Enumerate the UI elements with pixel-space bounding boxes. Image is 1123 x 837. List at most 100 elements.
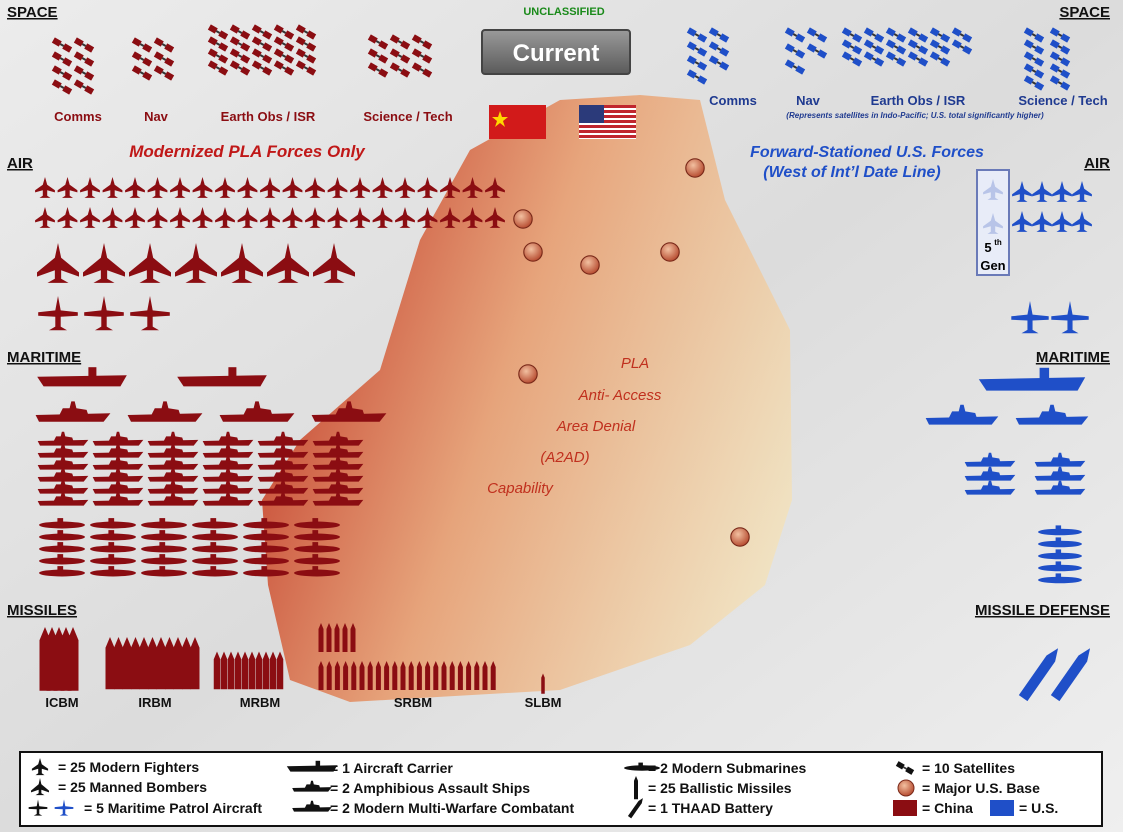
part [90, 521, 136, 529]
part [192, 207, 213, 228]
part [389, 62, 400, 72]
part [378, 54, 389, 64]
part [312, 463, 364, 470]
part [129, 243, 171, 283]
part [139, 71, 145, 75]
ship-icon [202, 491, 254, 506]
part [1055, 573, 1062, 578]
part [1055, 549, 1062, 554]
part [1012, 211, 1032, 232]
ship-icon [37, 467, 89, 482]
sat-icon [784, 43, 806, 59]
carrier-icon [978, 367, 1086, 391]
fighter-icon [237, 177, 258, 198]
part [1034, 33, 1045, 43]
part [153, 51, 164, 61]
sat-icon [863, 39, 885, 55]
part [237, 177, 258, 198]
fighter-icon [260, 177, 280, 198]
part [92, 451, 144, 458]
part [806, 43, 828, 59]
part [257, 439, 309, 446]
missile-icon [255, 651, 263, 690]
part [102, 177, 123, 198]
part [304, 780, 321, 788]
part [57, 554, 64, 559]
ship-icon [202, 467, 254, 482]
ship-icon [202, 455, 254, 470]
missile-icon [139, 637, 149, 690]
sat-icon [367, 34, 389, 50]
sat-icon [51, 37, 73, 53]
part [929, 39, 940, 49]
ship-icon [92, 431, 144, 446]
part [303, 42, 309, 46]
fighter-icon [102, 177, 123, 198]
part [294, 533, 340, 541]
base-icon [580, 255, 600, 275]
part [1039, 367, 1050, 380]
part [284, 30, 295, 40]
section-heading: MARITIME [1036, 349, 1110, 366]
missile-icon [182, 637, 191, 690]
part [1031, 57, 1037, 61]
ship-icon [292, 780, 332, 792]
part [1015, 416, 1089, 425]
fighter-icon [192, 207, 213, 228]
part [686, 41, 697, 51]
fighter-icon [102, 207, 123, 228]
part [907, 51, 929, 67]
part [375, 661, 381, 690]
fighter-icon [170, 177, 190, 198]
part [806, 27, 817, 37]
part [893, 57, 899, 61]
part [1032, 181, 1052, 202]
part [951, 39, 962, 49]
part [306, 42, 317, 52]
ship-icon [147, 491, 199, 506]
part [259, 66, 265, 70]
fighter-icon [1052, 181, 1072, 202]
missile-icon [350, 623, 356, 652]
part [686, 55, 708, 71]
part [305, 177, 325, 198]
part [304, 800, 321, 808]
part [164, 43, 175, 53]
button-label[interactable]: Current [513, 40, 600, 67]
missile-icon [318, 623, 324, 652]
patrol-icon [84, 296, 124, 331]
part [81, 71, 87, 75]
part [51, 65, 73, 81]
sat-icon [1049, 75, 1071, 91]
part [915, 33, 921, 37]
part [131, 65, 142, 75]
part [284, 54, 295, 64]
ship-icon [92, 479, 144, 494]
part [273, 443, 294, 453]
part [397, 40, 403, 44]
part [37, 475, 89, 482]
part [375, 68, 381, 72]
part [153, 37, 164, 47]
part [634, 776, 638, 800]
ship-icon [202, 479, 254, 494]
part [1038, 404, 1067, 418]
fighter-icon [282, 177, 303, 198]
part [207, 24, 229, 40]
part [306, 54, 317, 64]
missile-icon [326, 623, 332, 652]
part [852, 45, 863, 55]
part [251, 36, 262, 46]
part [719, 61, 730, 71]
part [92, 499, 144, 506]
part [303, 66, 309, 70]
part [273, 60, 284, 70]
part [395, 177, 415, 198]
part [863, 27, 885, 43]
bomber-icon [129, 243, 171, 283]
ship-icon [312, 491, 364, 506]
current-button[interactable] [481, 29, 631, 75]
part [73, 65, 84, 75]
part [108, 566, 115, 571]
part [518, 364, 538, 384]
